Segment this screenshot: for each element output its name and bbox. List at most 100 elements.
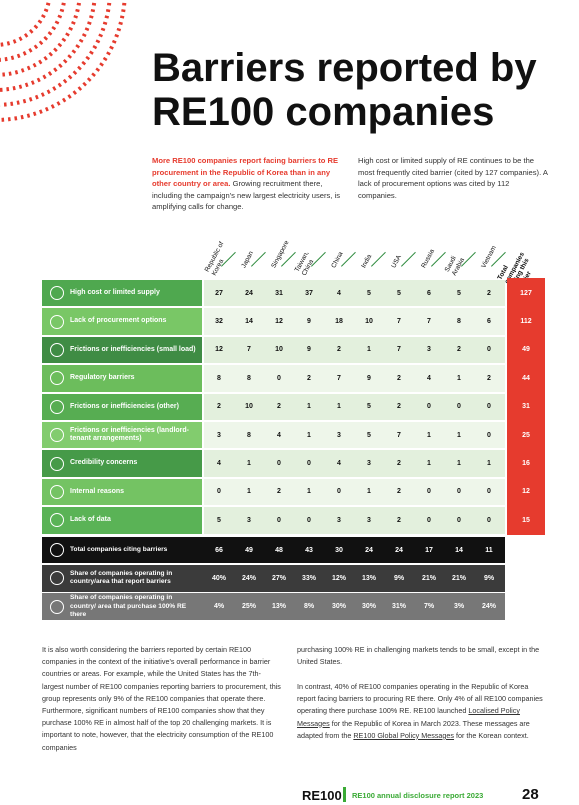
summary-value: 9% [483, 574, 495, 582]
cell-value: 5 [367, 403, 371, 411]
link[interactable]: RE100 Global Policy Messages [353, 730, 455, 740]
cell-value: 9 [307, 318, 311, 326]
cell-value: 2 [397, 460, 401, 468]
cell-value: 1 [247, 460, 251, 468]
summary-value: 8% [303, 603, 315, 611]
row-label: Frictions or inefficiencies (landlord-te… [42, 422, 202, 449]
cell-value: 0 [487, 516, 491, 524]
row-icon [50, 484, 64, 499]
summary-value: 17 [425, 546, 433, 554]
cell-value: 0 [457, 488, 461, 496]
cell-value: 2 [487, 289, 491, 297]
cell-value: 0 [307, 460, 311, 468]
cell-value: 3 [367, 516, 371, 524]
row-total: 31 [522, 403, 530, 411]
cell-value: 0 [277, 460, 281, 468]
row-label: Regulatory barriers [42, 365, 202, 392]
row-icon [50, 286, 64, 301]
cell-value: 9 [367, 374, 371, 382]
cell-value: 0 [487, 403, 491, 411]
row-icon [50, 456, 64, 471]
summary-value: 40% [211, 574, 226, 582]
summary-band [42, 565, 505, 592]
row-band [204, 280, 505, 307]
summary-value: 13% [361, 574, 376, 582]
label-text: Lack of procurement options [70, 317, 167, 325]
text: for the Republic of Korea in March 2023.… [297, 718, 530, 740]
footer-report: RE100 annual disclosure report 2023 [352, 791, 484, 800]
summary-value: 7% [423, 603, 435, 611]
cell-value: 3 [337, 516, 341, 524]
cell-value: 7 [397, 431, 401, 439]
cell-value: 10 [275, 346, 283, 354]
cell-value: 0 [217, 488, 221, 496]
cell-value: 0 [487, 346, 491, 354]
cell-value: 4 [337, 460, 341, 468]
cell-value: 5 [367, 289, 371, 297]
summary-value: 24% [241, 574, 256, 582]
cell-value: 5 [217, 516, 221, 524]
intro-right: High cost or limited supply of RE contin… [358, 156, 548, 200]
summary-band [42, 536, 505, 564]
label-text: Regulatory barriers [70, 374, 135, 382]
cell-value: 5 [367, 431, 371, 439]
cell-value: 0 [427, 488, 431, 496]
total-column [507, 278, 545, 535]
summary-label: Share of companies operating in country/… [42, 593, 202, 620]
label-text: Credibility concerns [70, 459, 138, 467]
row-label: High cost or limited supply [42, 280, 202, 307]
row-icon [50, 513, 64, 528]
label-text: Lack of data [70, 516, 111, 524]
cell-value: 3 [247, 516, 251, 524]
cell-value: 1 [427, 431, 431, 439]
row-total: 112 [520, 318, 532, 326]
summary-value: 25% [241, 603, 256, 611]
body-right-2: In contrast, 40% of RE100 companies oper… [297, 681, 547, 742]
summary-value: 24 [365, 546, 373, 554]
row-label: Internal reasons [42, 478, 202, 506]
cell-value: 32 [215, 318, 223, 326]
label-text: Share of companies operating in country/… [70, 569, 173, 586]
summary-value: 9% [393, 574, 405, 582]
text: for the Korean context. [454, 730, 529, 740]
cell-value: 5 [397, 289, 401, 297]
row-total: 15 [522, 516, 530, 524]
cell-value: 14 [245, 318, 253, 326]
cell-value: 0 [457, 516, 461, 524]
cell-value: 1 [367, 346, 371, 354]
cell-value: 4 [427, 374, 431, 382]
cell-value: 2 [337, 346, 341, 354]
row-label: Lack of procurement options [42, 308, 202, 335]
cell-value: 0 [427, 403, 431, 411]
summary-value: 14 [455, 546, 463, 554]
label-text: Frictions or inefficiencies (small load) [70, 345, 196, 353]
link[interactable]: Localised Policy Messages [297, 706, 520, 728]
summary-value: 49 [245, 546, 253, 554]
cell-value: 2 [457, 346, 461, 354]
cell-value: 1 [457, 460, 461, 468]
cell-value: 0 [487, 488, 491, 496]
cell-value: 12 [275, 318, 283, 326]
cell-value: 8 [457, 318, 461, 326]
cell-value: 10 [245, 403, 253, 411]
cell-value: 8 [247, 431, 251, 439]
cell-value: 4 [277, 431, 281, 439]
label-text: Total companies citing barriers [70, 545, 168, 553]
row-band [204, 393, 505, 420]
cell-value: 0 [427, 516, 431, 524]
cell-value: 1 [337, 403, 341, 411]
summary-label: Total companies citing barriers [42, 537, 202, 564]
cell-value: 1 [307, 431, 311, 439]
cell-value: 1 [247, 488, 251, 496]
decoration [0, 0, 127, 122]
row-band [204, 507, 505, 534]
summary-value: 27% [271, 574, 286, 582]
summary-value: 21% [421, 574, 436, 582]
summary-value: 33% [301, 574, 316, 582]
footer-brand: RE100 [302, 788, 342, 803]
summary-band [42, 593, 505, 621]
summary-label: Share of companies operating in country/… [42, 565, 202, 592]
cell-value: 2 [397, 403, 401, 411]
cell-value: 2 [277, 488, 281, 496]
cell-value: 31 [275, 289, 283, 297]
